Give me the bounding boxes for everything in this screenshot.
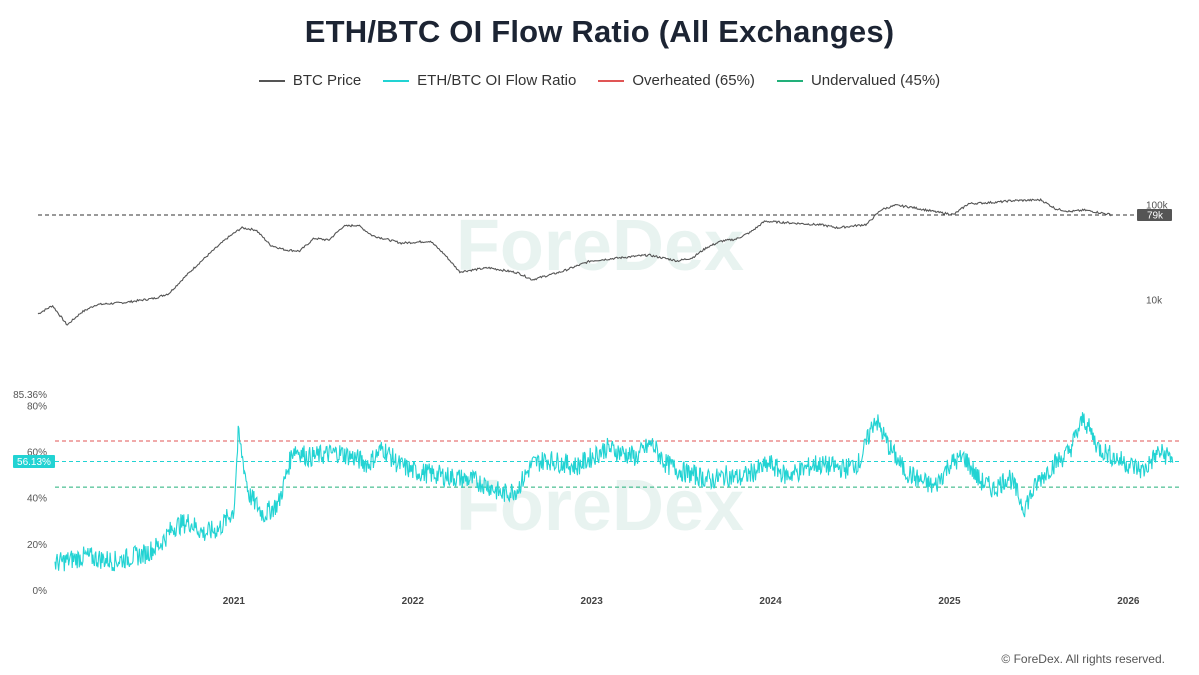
ratio-ytick-label: 60% xyxy=(27,448,47,459)
legend-item-btc-price[interactable]: BTC Price xyxy=(258,72,362,89)
watermark-top: ForeDex xyxy=(456,206,744,286)
xtick-label-2025: 2025 xyxy=(938,596,961,607)
btc-last-value-label: 79k xyxy=(1147,211,1164,222)
legend: BTC Price ETH/BTC OI Flow Ratio Overheat… xyxy=(0,72,1199,89)
legend-swatch-flow-ratio xyxy=(383,79,410,82)
ratio-ytick-label: 20% xyxy=(27,540,47,551)
ratio-y-axis: 0% 20% 40% 60% 80% xyxy=(27,401,47,597)
xtick-label-2024: 2024 xyxy=(759,596,782,607)
xtick-label-2021: 2021 xyxy=(223,596,246,607)
legend-item-flow-ratio[interactable]: ETH/BTC OI Flow Ratio xyxy=(383,72,576,89)
xtick-label-2023: 2023 xyxy=(581,596,604,607)
legend-swatch-undervalued xyxy=(776,79,803,82)
btc-price-panel: 100k 10k 79k xyxy=(37,198,1172,326)
btc-price-line xyxy=(37,198,1114,326)
copyright-notice: © ForeDex. All rights reserved. xyxy=(1001,652,1165,666)
flow-ratio-panel: 85.36% 0%20%40%60%80% 56.13% 2021 2022 202… xyxy=(13,390,1182,607)
legend-swatch-overheated xyxy=(598,79,625,82)
xtick-label-2022: 2022 xyxy=(402,596,425,607)
chart-title: ETH/BTC OI Flow Ratio (All Exchanges) xyxy=(304,14,895,49)
legend-label-overheated: Overheated (65%) xyxy=(632,72,755,89)
legend-label-flow-ratio: ETH/BTC OI Flow Ratio xyxy=(417,72,577,89)
legend-swatch-btc-price xyxy=(258,79,285,82)
flow-ratio-line xyxy=(54,412,1174,572)
xtick-label-2026: 2026 xyxy=(1117,596,1140,607)
ratio-current-label: 56.13% xyxy=(17,457,51,468)
legend-item-undervalued[interactable]: Undervalued (45%) xyxy=(776,72,941,89)
ratio-current-badge xyxy=(13,454,55,468)
btc-ytick-10k: 10k xyxy=(1146,295,1163,306)
legend-label-undervalued: Undervalued (45%) xyxy=(810,72,941,89)
ratio-ytick-label: 80% xyxy=(27,401,47,412)
btc-last-value-badge xyxy=(1137,209,1172,222)
ratio-ymax-label: 85.36% xyxy=(13,390,47,401)
btc-ytick-100k: 100k xyxy=(1146,200,1169,211)
ratio-ytick-label: 40% xyxy=(27,494,47,505)
legend-item-overheated[interactable]: Overheated (65%) xyxy=(598,72,755,89)
legend-label-btc-price: BTC Price xyxy=(292,72,362,89)
ratio-ytick-label: 0% xyxy=(33,586,48,597)
x-axis: 2021 2022 2023 2024 2025 2026 xyxy=(223,596,1140,607)
